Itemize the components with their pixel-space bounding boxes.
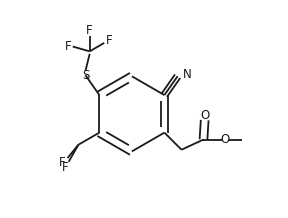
Text: O: O [200,109,209,122]
Text: F: F [106,34,112,47]
Text: F: F [59,156,66,169]
Text: N: N [183,68,192,81]
Text: F: F [86,24,93,37]
Text: O: O [221,133,230,146]
Text: F: F [62,161,68,174]
Text: S: S [82,69,89,82]
Text: F: F [65,40,71,53]
